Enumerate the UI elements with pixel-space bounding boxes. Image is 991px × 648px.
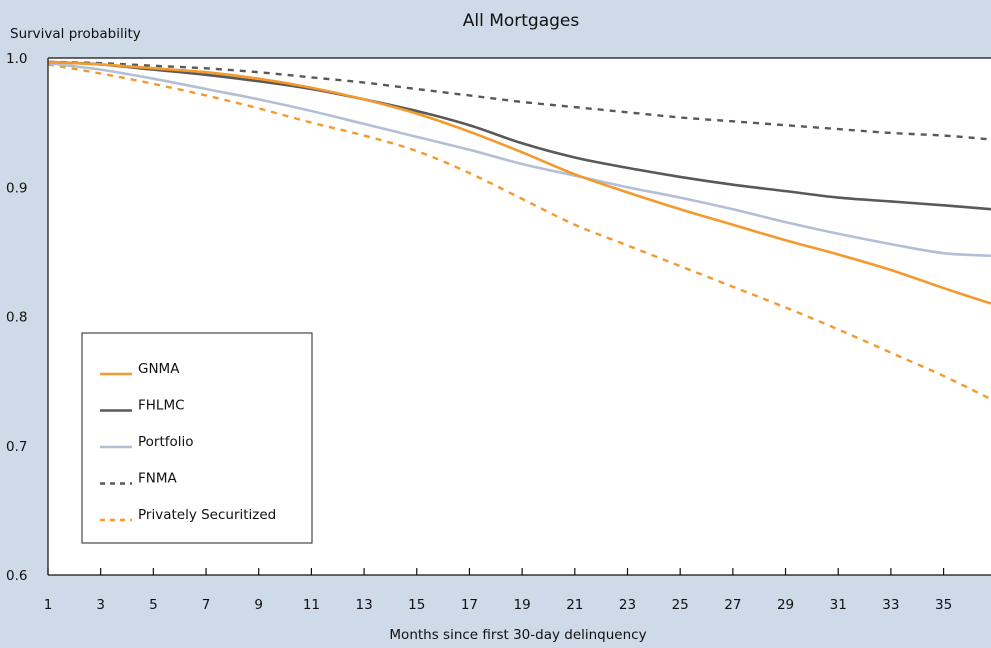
x-tick-label: 31 <box>830 597 847 613</box>
series-line-fnma <box>47 60 991 141</box>
series-line-portfolio <box>47 61 991 258</box>
x-axis-ticks: 1 3 5 7 9 11 13 15 17 19 21 23 25 27 29 31 33 35 <box>44 568 952 613</box>
series-line-fhlmc <box>47 60 991 211</box>
x-tick-label: 13 <box>355 597 372 613</box>
legend-box <box>81 332 313 544</box>
x-axis-label: Months since first 30-day delinquency <box>389 627 646 643</box>
legend-label-fhlmc: FHLMC <box>138 398 185 414</box>
y-axis-label: Survival probability <box>10 26 141 42</box>
x-tick-label: 19 <box>514 597 531 613</box>
x-tick-label: 1 <box>44 597 53 613</box>
x-tick-label: 17 <box>461 597 478 613</box>
chart-title: All Mortgages <box>463 11 580 31</box>
legend-label-portfolio: Portfolio <box>138 434 194 450</box>
y-tick-label: 1.0 <box>6 51 27 67</box>
y-axis-ticks: 0.6 0.7 0.8 0.9 1.0 <box>6 51 27 584</box>
x-tick-label: 23 <box>619 597 636 613</box>
x-tick-label: 35 <box>935 597 952 613</box>
y-tick-label: 0.8 <box>6 310 27 326</box>
x-tick-label: 25 <box>672 597 689 613</box>
x-tick-label: 3 <box>96 597 105 613</box>
x-tick-label: 7 <box>202 597 211 613</box>
x-tick-label: 27 <box>724 597 741 613</box>
x-tick-label: 15 <box>408 597 425 613</box>
x-tick-label: 21 <box>566 597 583 613</box>
legend-items: GNMA FHLMC Portfolio FNMA Privately Securiti… <box>100 361 276 523</box>
series-line-privately-securitized <box>47 63 991 401</box>
y-tick-label: 0.7 <box>6 439 27 455</box>
legend-label-privately-securitized: Privately Securitized <box>138 507 276 523</box>
x-tick-label: 5 <box>149 597 158 613</box>
legend-label-gnma: GNMA <box>138 361 180 377</box>
series-line-gnma <box>47 60 991 305</box>
x-tick-label: 9 <box>254 597 263 613</box>
legend-label-fnma: FNMA <box>138 471 178 487</box>
x-tick-label: 29 <box>777 597 794 613</box>
x-tick-label: 33 <box>882 597 899 613</box>
x-tick-label: 11 <box>303 597 320 613</box>
series-layer <box>47 60 991 401</box>
y-tick-label: 0.6 <box>6 568 27 584</box>
legend: GNMA FHLMC Portfolio FNMA Privately Securiti… <box>81 332 313 544</box>
y-tick-label: 0.9 <box>6 180 27 196</box>
